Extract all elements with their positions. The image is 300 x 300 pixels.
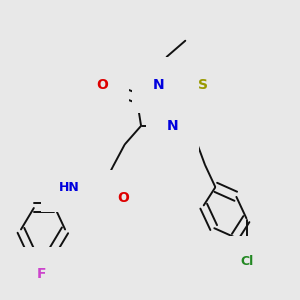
Text: Cl: Cl [240,255,253,268]
Text: N: N [153,78,165,92]
Text: F: F [37,268,46,281]
Text: O: O [97,78,108,92]
Text: S: S [199,78,208,92]
Text: O: O [117,191,129,205]
Text: HN: HN [59,181,80,194]
Text: N: N [167,119,178,133]
